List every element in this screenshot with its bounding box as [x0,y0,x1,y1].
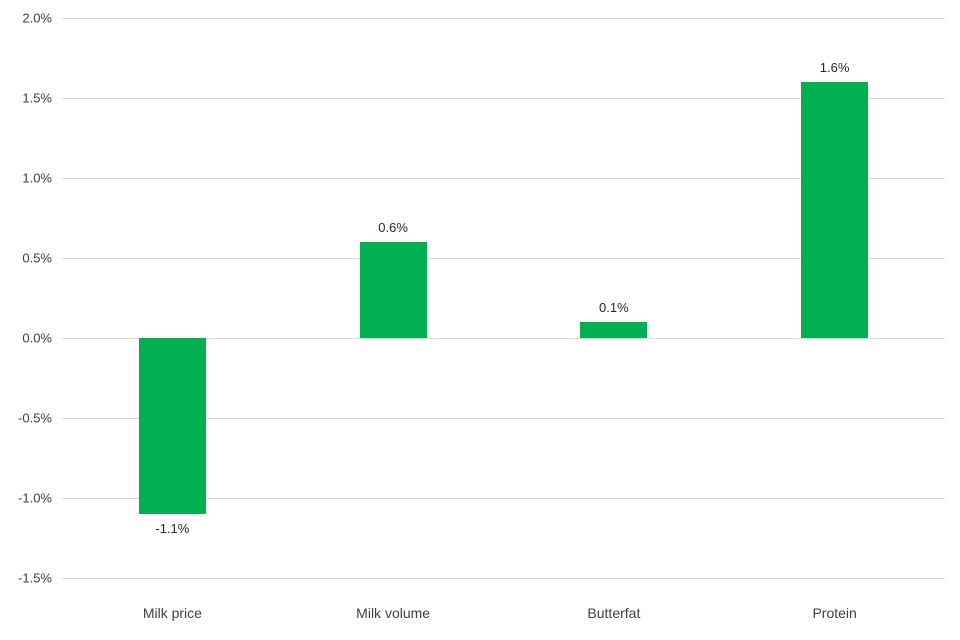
gridline [62,98,945,99]
gridline [62,178,945,179]
y-axis-tick-label: 1.0% [22,170,52,186]
data-label: 0.1% [599,300,629,315]
y-axis-tick-label: 0.5% [22,250,52,266]
y-axis-tick-label: 2.0% [22,10,52,26]
y-axis-tick-label: -1.0% [18,490,52,506]
gridline [62,18,945,19]
bar-milk-price [138,338,206,514]
x-axis-category-label: Milk price [142,605,202,621]
y-axis-tick-label: -1.5% [18,570,52,586]
x-axis-category-label: Protein [812,605,857,621]
gridline [62,418,945,419]
data-label: -1.1% [155,521,190,536]
y-axis-tick-label: -0.5% [18,410,52,426]
data-label: 0.6% [378,220,408,235]
x-axis-category-label: Butterfat [587,605,641,621]
bar-milk-volume [359,242,427,338]
y-axis-tick-label: 1.5% [22,90,52,106]
gridline [62,258,945,259]
x-axis-category-label: Milk volume [356,605,431,621]
gridline [62,578,945,579]
data-label: 1.6% [819,60,850,75]
bar-protein [801,82,869,338]
y-axis-tick-label: 0.0% [22,330,52,346]
gridline [62,498,945,499]
bar-butterfat [580,322,648,338]
gridline [62,338,945,339]
